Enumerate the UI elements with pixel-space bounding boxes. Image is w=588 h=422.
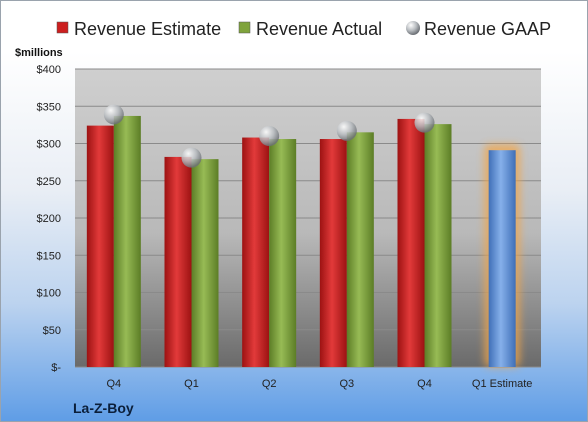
legend-swatch (238, 21, 251, 34)
legend-label: Revenue Estimate (74, 19, 221, 39)
x-tick-label: Q1 (184, 378, 199, 390)
y-tick-label: $250 (37, 176, 61, 188)
y-tick-label: $350 (37, 101, 61, 113)
x-tick-label: Q3 (339, 378, 354, 390)
legend-swatch (56, 21, 69, 34)
marker-revenue-gaap (259, 126, 280, 147)
x-tick-label: Q1 Estimate (472, 378, 533, 390)
bar-revenue-estimate (319, 139, 347, 367)
bar-forecast-estimate (488, 150, 516, 367)
bar-revenue-estimate (86, 125, 114, 368)
x-tick-label: Q2 (262, 378, 277, 390)
unit-label: $millions (15, 47, 63, 59)
marker-revenue-gaap (181, 147, 202, 168)
legend-label: Revenue Actual (256, 19, 382, 39)
legend-swatch (406, 21, 420, 35)
legend-label: Revenue GAAP (424, 19, 551, 39)
y-tick-label: $50 (43, 325, 61, 337)
y-tick-label: $150 (37, 250, 61, 262)
marker-revenue-gaap (414, 112, 435, 133)
bar-revenue-actual (113, 115, 141, 367)
y-tick-label: $400 (37, 64, 61, 76)
y-tick-label: $200 (37, 213, 61, 225)
bar-revenue-estimate (242, 137, 270, 367)
bar-revenue-actual (346, 132, 374, 367)
x-tick-label: Q4 (106, 378, 121, 390)
bar-revenue-actual (424, 124, 452, 367)
company-name: La-Z-Boy (73, 400, 134, 416)
marker-revenue-gaap (103, 104, 124, 125)
bar-revenue-actual (269, 139, 297, 367)
bar-revenue-estimate (397, 118, 425, 367)
bar-revenue-actual (191, 159, 219, 367)
marker-revenue-gaap (336, 120, 357, 141)
x-tick-label: Q4 (417, 378, 432, 390)
bar-revenue-estimate (164, 156, 192, 367)
y-tick-label: $300 (37, 139, 61, 151)
y-tick-label: $- (51, 362, 61, 374)
y-tick-label: $100 (37, 288, 61, 300)
